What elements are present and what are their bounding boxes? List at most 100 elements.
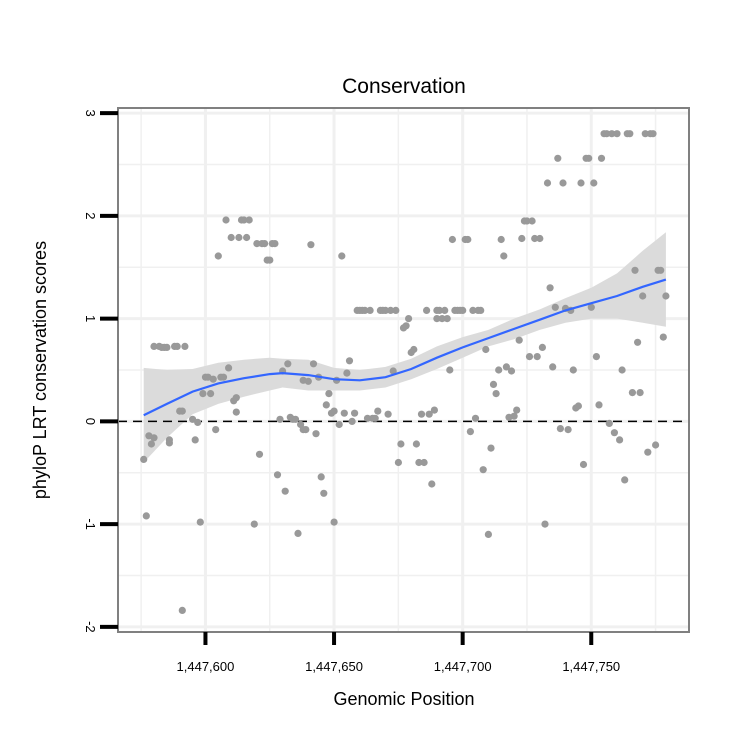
data-point <box>253 240 261 248</box>
data-point <box>528 217 536 225</box>
x-tick-label: 1,447,600 <box>177 659 235 674</box>
data-point <box>500 252 508 260</box>
data-point <box>579 460 588 469</box>
data-point <box>420 458 428 467</box>
data-point <box>597 154 606 162</box>
data-point <box>392 306 400 314</box>
data-point <box>225 364 233 372</box>
data-point <box>662 292 670 300</box>
data-point <box>163 343 171 351</box>
data-point <box>541 520 549 528</box>
data-point <box>477 306 485 314</box>
chart-title: Conservation <box>342 75 466 98</box>
data-point <box>173 342 181 350</box>
data-point <box>497 235 505 244</box>
data-point <box>608 130 616 138</box>
data-point <box>531 234 539 243</box>
data-point <box>564 426 572 434</box>
data-point <box>428 480 436 488</box>
data-point <box>487 444 495 452</box>
x-tick-label: 1,447,650 <box>305 659 363 674</box>
data-point <box>471 414 480 422</box>
data-point <box>255 450 264 458</box>
data-point <box>291 415 300 423</box>
data-point <box>366 306 374 314</box>
data-point <box>574 402 583 410</box>
data-points <box>140 130 670 615</box>
data-point <box>644 448 652 456</box>
data-point <box>425 410 433 418</box>
data-point <box>621 476 629 484</box>
data-point <box>448 235 456 244</box>
data-point <box>150 434 158 442</box>
data-point <box>489 380 498 388</box>
data-point <box>423 306 431 314</box>
data-point <box>459 306 467 314</box>
data-point <box>636 389 644 397</box>
data-point <box>250 520 258 528</box>
data-point <box>361 306 369 314</box>
data-point <box>639 292 647 300</box>
smooth-line <box>143 278 667 417</box>
data-point <box>348 417 356 425</box>
data-point <box>219 373 228 381</box>
data-point <box>513 406 521 414</box>
data-point <box>374 407 382 415</box>
data-point <box>592 353 601 361</box>
data-point <box>443 315 451 323</box>
data-point <box>466 428 474 436</box>
data-point <box>538 343 547 351</box>
data-point <box>515 336 523 344</box>
data-point <box>243 233 251 242</box>
data-point <box>554 154 562 162</box>
data-point <box>430 406 438 414</box>
data-point <box>240 216 248 224</box>
data-point <box>281 487 289 495</box>
x-axis: 1,447,600 1,447,650 1,447,700 1,447,750 <box>177 632 620 674</box>
data-point <box>345 357 354 365</box>
data-point <box>309 360 318 368</box>
data-point <box>536 234 544 243</box>
data-point <box>605 419 613 427</box>
data-point <box>446 366 454 374</box>
data-point <box>271 240 279 248</box>
data-point <box>384 410 392 418</box>
x-axis-label: Genomic Position <box>333 689 474 709</box>
data-point <box>603 130 611 138</box>
data-point <box>381 306 390 314</box>
data-point <box>502 363 510 371</box>
data-point <box>150 342 158 350</box>
data-point <box>590 179 598 187</box>
data-point <box>549 363 557 371</box>
data-point <box>227 233 235 242</box>
data-point <box>492 390 500 398</box>
data-point <box>191 436 199 444</box>
data-point <box>294 529 302 538</box>
data-point <box>533 353 541 361</box>
data-point <box>394 458 402 467</box>
data-point <box>212 426 220 434</box>
y-axis: -2 -1 0 1 2 3 <box>83 110 118 633</box>
data-point <box>641 130 649 138</box>
data-point <box>302 426 310 434</box>
data-point <box>634 338 642 346</box>
data-point <box>484 530 492 539</box>
data-point <box>266 256 274 264</box>
data-point <box>304 377 312 385</box>
data-point <box>556 425 565 433</box>
data-point <box>438 315 446 323</box>
data-point <box>441 306 449 314</box>
y-tick-label: -1 <box>83 518 98 530</box>
data-point <box>435 306 444 314</box>
data-point <box>322 401 330 409</box>
data-point <box>276 415 284 423</box>
data-point <box>335 420 343 429</box>
data-point <box>147 440 155 448</box>
data-point <box>209 375 217 383</box>
data-point <box>245 216 253 224</box>
y-tick-label: 3 <box>83 110 98 117</box>
data-point <box>649 130 657 138</box>
data-point <box>214 252 222 260</box>
panel-border <box>117 107 690 633</box>
data-point <box>510 412 518 420</box>
